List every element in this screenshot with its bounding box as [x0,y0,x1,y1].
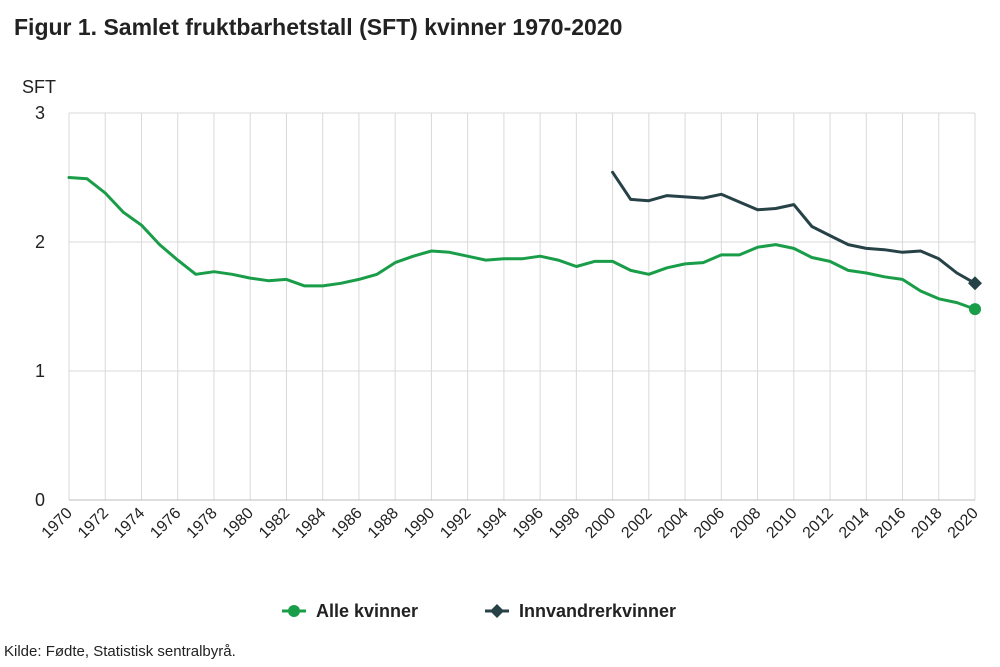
x-tick-label: 2012 [800,505,837,542]
legend-marker-swatch [490,604,504,618]
x-tick-label: 1970 [39,505,76,542]
x-tick-label: 1988 [365,505,402,542]
series-line-alle [67,176,977,311]
x-tick-label: 1984 [292,505,329,542]
x-tick-label: 1994 [474,505,511,542]
x-tick-labels: 1970 1972 1974 1976 1978 1980 1982 1984 1986 1988… [39,505,982,542]
x-tick-label: 2018 [908,505,945,542]
grid-lines [68,112,976,501]
source-note: Kilde: Fødte, Statistisk sentralbyrå. [4,643,236,660]
legend: Alle kvinner Innvandrerkvinner [282,601,676,621]
x-tick-label: 2006 [691,505,728,542]
y-tick-label: 0 [35,490,45,510]
x-tick-label: 1986 [329,505,366,542]
x-tick-label: 2004 [655,505,692,542]
x-tick-label: 2008 [727,505,764,542]
y-axis-label: SFT [22,77,56,97]
end-marker-innvandrer[interactable] [968,276,982,291]
y-tick-labels: 0 1 2 3 [35,103,45,510]
legend-item-alle[interactable]: Alle kvinner [282,601,418,621]
x-tick-label: 1972 [75,505,112,542]
legend-label-alle: Alle kvinner [316,601,418,621]
series-line-innvandrer [611,170,977,285]
x-tick-label: 2000 [582,505,619,542]
x-tick-label: 1990 [401,505,438,542]
x-tick-label: 1982 [256,505,293,542]
x-tick-label: 1996 [510,505,547,542]
x-tick-label: 2002 [618,505,655,542]
y-tick-label: 2 [35,232,45,252]
x-tick-label: 2010 [763,505,800,542]
chart-title: Figur 1. Samlet fruktbarhetstall (SFT) k… [14,14,623,40]
legend-label-innvandrer: Innvandrerkvinner [519,601,676,621]
end-marker-alle[interactable] [969,303,981,316]
x-tick-label: 1980 [220,505,257,542]
x-tick-label: 1992 [437,505,474,542]
x-tick-label: 1978 [184,505,221,542]
x-tick-label: 1976 [147,505,184,542]
x-tick-label: 1974 [111,505,148,542]
series-lines [67,170,982,316]
x-tick-label: 2016 [872,505,909,542]
x-tick-label: 2014 [836,505,873,542]
x-tick-label: 1998 [546,505,583,542]
legend-item-innvandrer[interactable]: Innvandrerkvinner [485,601,676,621]
y-tick-label: 3 [35,103,45,123]
legend-marker-swatch [288,605,300,617]
x-tick-label: 2020 [945,505,982,542]
y-tick-label: 1 [35,361,45,381]
